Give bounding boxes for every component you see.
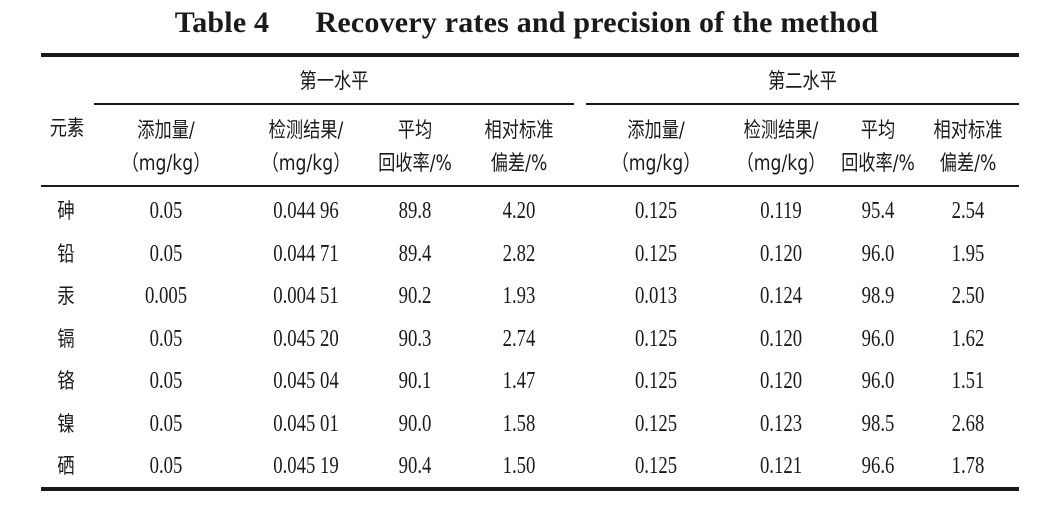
subheader-line: 偏差/% (490, 151, 548, 175)
value-cell: 96.6 (861, 453, 895, 479)
subheader-line: 检测结果/ (743, 118, 819, 142)
value-cell: 2.50 (951, 283, 985, 309)
subheader-line: （mg/kg） (121, 151, 211, 175)
value-cell: 0.120 (759, 325, 803, 352)
value-cell: 98.5 (861, 410, 895, 437)
subheader-line: 偏差/% (939, 151, 997, 175)
bottom-rule (41, 487, 1019, 491)
element-column-header: 元素 (49, 116, 85, 140)
value-cell: 0.045 04 (273, 368, 339, 394)
value-cell: 0.05 (149, 325, 183, 352)
value-cell: 90.2 (398, 283, 432, 309)
value-cell: 0.121 (759, 453, 803, 479)
value-cell: 90.1 (398, 368, 432, 394)
value-cell: 0.05 (149, 410, 183, 437)
element-cell: 镉 (57, 326, 75, 351)
group-underline-level-2 (586, 103, 1019, 105)
value-cell: 96.0 (861, 368, 895, 394)
group-header-level-1: 第一水平 (299, 69, 369, 93)
value-cell: 0.044 71 (273, 240, 339, 267)
value-cell: 4.20 (502, 198, 536, 224)
value-cell: 95.4 (861, 198, 895, 224)
subheader-line: 添加量/ (137, 118, 195, 142)
value-cell: 1.62 (951, 325, 985, 352)
value-cell: 0.045 20 (273, 325, 339, 352)
group-header-level-2: 第二水平 (768, 69, 837, 93)
value-cell: 0.125 (634, 410, 678, 437)
element-cell: 汞 (57, 284, 75, 308)
subheader-line: （mg/kg） (261, 151, 351, 175)
value-cell: 1.50 (502, 453, 536, 479)
value-cell: 89.4 (398, 240, 432, 267)
value-cell: 1.51 (951, 368, 985, 394)
value-cell: 0.05 (149, 198, 183, 224)
subheader-line: （mg/kg） (611, 151, 701, 175)
subheader-line: 平均 (860, 118, 896, 142)
element-cell: 砷 (57, 199, 75, 223)
value-cell: 0.125 (634, 453, 678, 479)
group-underline-level-1 (94, 103, 574, 105)
value-cell: 1.47 (502, 368, 536, 394)
value-cell: 90.3 (398, 325, 432, 352)
value-cell: 1.93 (502, 283, 536, 309)
element-cell: 硒 (57, 454, 75, 478)
table-caption: Table 4 Recovery rates and precision of … (0, 6, 1053, 40)
value-cell: 0.125 (634, 240, 678, 267)
value-cell: 0.125 (634, 368, 678, 394)
subheader-line: 相对标准 (933, 118, 1003, 142)
header-rule (41, 185, 1019, 187)
value-cell: 1.95 (951, 240, 985, 267)
value-cell: 0.045 01 (273, 410, 339, 437)
subheader-line: （mg/kg） (736, 151, 826, 175)
element-cell: 铬 (57, 369, 75, 393)
value-cell: 2.68 (951, 410, 985, 437)
value-cell: 2.54 (951, 198, 985, 224)
value-cell: 96.0 (861, 240, 895, 267)
top-rule (41, 53, 1019, 57)
value-cell: 0.05 (149, 453, 183, 479)
subheader-line: 添加量/ (627, 118, 685, 142)
value-cell: 0.120 (759, 240, 803, 267)
value-cell: 0.119 (760, 198, 802, 224)
value-cell: 96.0 (861, 325, 895, 352)
value-cell: 0.123 (759, 410, 803, 437)
subheader-line: 回收率/% (841, 151, 915, 175)
value-cell: 0.05 (149, 368, 183, 394)
value-cell: 2.74 (502, 325, 536, 352)
value-cell: 0.120 (759, 368, 803, 394)
subheader-line: 平均 (397, 118, 433, 142)
subheader-line: 回收率/% (378, 151, 452, 175)
element-cell: 铅 (57, 241, 75, 266)
value-cell: 90.4 (398, 453, 432, 479)
value-cell: 89.8 (398, 198, 432, 224)
subheader-line: 检测结果/ (268, 118, 344, 142)
value-cell: 0.05 (149, 240, 183, 267)
value-cell: 2.82 (502, 240, 536, 267)
value-cell: 98.9 (861, 283, 895, 309)
value-cell: 90.0 (398, 410, 432, 437)
value-cell: 0.044 96 (273, 198, 339, 224)
value-cell: 0.004 51 (273, 283, 339, 309)
value-cell: 1.58 (502, 410, 536, 437)
table-title: Recovery rates and precision of the meth… (315, 6, 879, 39)
subheader-line: 相对标准 (484, 118, 554, 142)
element-cell: 镍 (57, 411, 75, 436)
value-cell: 0.045 19 (273, 453, 339, 479)
value-cell: 1.78 (951, 453, 985, 479)
value-cell: 0.013 (634, 283, 678, 309)
value-cell: 0.124 (759, 283, 803, 309)
value-cell: 0.125 (634, 325, 678, 352)
value-cell: 0.125 (634, 198, 678, 224)
value-cell: 0.005 (144, 283, 188, 309)
table-number: Table 4 (174, 6, 270, 39)
